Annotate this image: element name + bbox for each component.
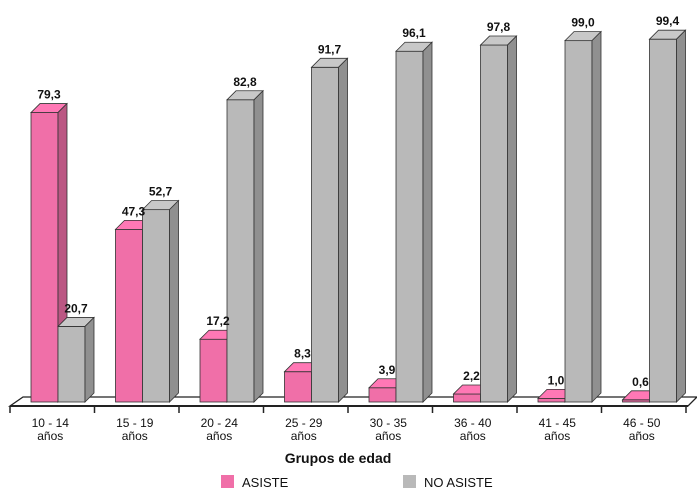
x-tick-label-2-line-0: 20 - 24 [201, 416, 239, 430]
chart-floor [7, 396, 697, 413]
bar-front [142, 209, 170, 403]
x-tick-label-1-line-0: 15 - 19 [116, 416, 154, 430]
value-labels-group: 79,3 20,7 47,352,7 17,2 82,8 8,3 91,7 3,9 96,1 2,… [37, 14, 679, 389]
x-tick-label-0-line-0: 10 - 14 [32, 416, 70, 430]
x-tick-label-4-line-0: 30 - 35 [370, 416, 408, 430]
x-tick-label-7-line-0: 46 - 50 [623, 416, 661, 430]
legend-label: NO ASISTE [424, 475, 493, 490]
legend-label: ASISTE [242, 475, 289, 490]
value-label-asiste-7: 0,6 [632, 375, 649, 389]
x-tick-label-7-line-1: años [629, 429, 655, 443]
bar-front [199, 338, 228, 403]
bar-front [311, 66, 339, 403]
value-label-no-asiste-3: 91,7 [318, 42, 342, 56]
bar-front [115, 228, 143, 403]
value-label-no-asiste-2: 82,8 [233, 75, 257, 89]
bar-front [480, 44, 508, 403]
bar-side [84, 316, 95, 403]
value-label-asiste-0: 79,3 [37, 88, 61, 102]
x-tick-label-4-line-1: años [375, 429, 401, 443]
bar-front [395, 50, 424, 403]
bar-no-asiste-0 [57, 316, 95, 403]
bar-front [453, 393, 481, 403]
value-label-no-asiste-6: 99,0 [571, 16, 595, 30]
bar-side [591, 30, 602, 403]
x-tick-label-2-line-1: años [206, 429, 232, 443]
bar-no-asiste-3 [310, 57, 349, 403]
bar-side [676, 29, 686, 403]
x-tick-label-5-line-0: 36 - 40 [454, 416, 492, 430]
bar-front [30, 112, 59, 403]
bar-front [649, 38, 677, 403]
x-axis-title: Grupos de edad [285, 450, 392, 466]
bar-no-asiste-2 [226, 89, 264, 403]
legend-item-no-asiste: NO ASISTE [403, 475, 493, 490]
bar-side [507, 35, 517, 403]
value-label-no-asiste-4: 96,1 [402, 26, 426, 40]
x-tick-label-0-line-1: años [37, 429, 63, 443]
value-label-no-asiste-7: 99,4 [656, 14, 680, 28]
legend: ASISTE NO ASISTE [221, 475, 493, 490]
bars-group [30, 29, 687, 403]
bar-front [537, 397, 566, 403]
value-label-asiste-2: 17,2 [206, 314, 230, 328]
bar-side [422, 41, 433, 403]
value-label-asiste-5: 2,2 [463, 369, 480, 383]
bar-front [284, 371, 312, 403]
bar-side [253, 89, 264, 403]
value-label-no-asiste-1: 52,7 [149, 185, 173, 199]
legend-swatch [221, 475, 234, 488]
value-label-asiste-4: 3,9 [379, 363, 396, 377]
bar-front [226, 99, 255, 403]
bar-front [57, 326, 86, 403]
x-tick-label-6-line-0: 41 - 45 [539, 416, 577, 430]
x-tick-label-3-line-0: 25 - 29 [285, 416, 323, 430]
bar-no-asiste-1 [141, 199, 180, 403]
bar-no-asiste-4 [395, 41, 433, 403]
x-tick-label-1-line-1: años [122, 429, 148, 443]
bar-front [564, 40, 593, 403]
bar-side [169, 199, 179, 403]
legend-item-asiste: ASISTE [221, 475, 289, 490]
bar-no-asiste-6 [564, 30, 602, 403]
bar-asiste-0 [30, 102, 68, 403]
x-tick-label-3-line-1: años [291, 429, 317, 443]
x-tick-label-6-line-1: años [544, 429, 570, 443]
bar-no-asiste-5 [479, 35, 518, 403]
value-label-no-asiste-0: 20,7 [64, 301, 88, 315]
bar-side [338, 57, 348, 403]
value-label-asiste-3: 8,3 [294, 347, 311, 361]
value-label-no-asiste-5: 97,8 [487, 20, 511, 34]
bar-front [368, 387, 397, 403]
value-label-asiste-1: 47,3 [122, 204, 146, 218]
value-label-asiste-6: 1,0 [548, 373, 565, 387]
legend-swatch [403, 475, 416, 488]
x-tick-label-5-line-1: años [460, 429, 486, 443]
bar-no-asiste-7 [648, 29, 687, 403]
